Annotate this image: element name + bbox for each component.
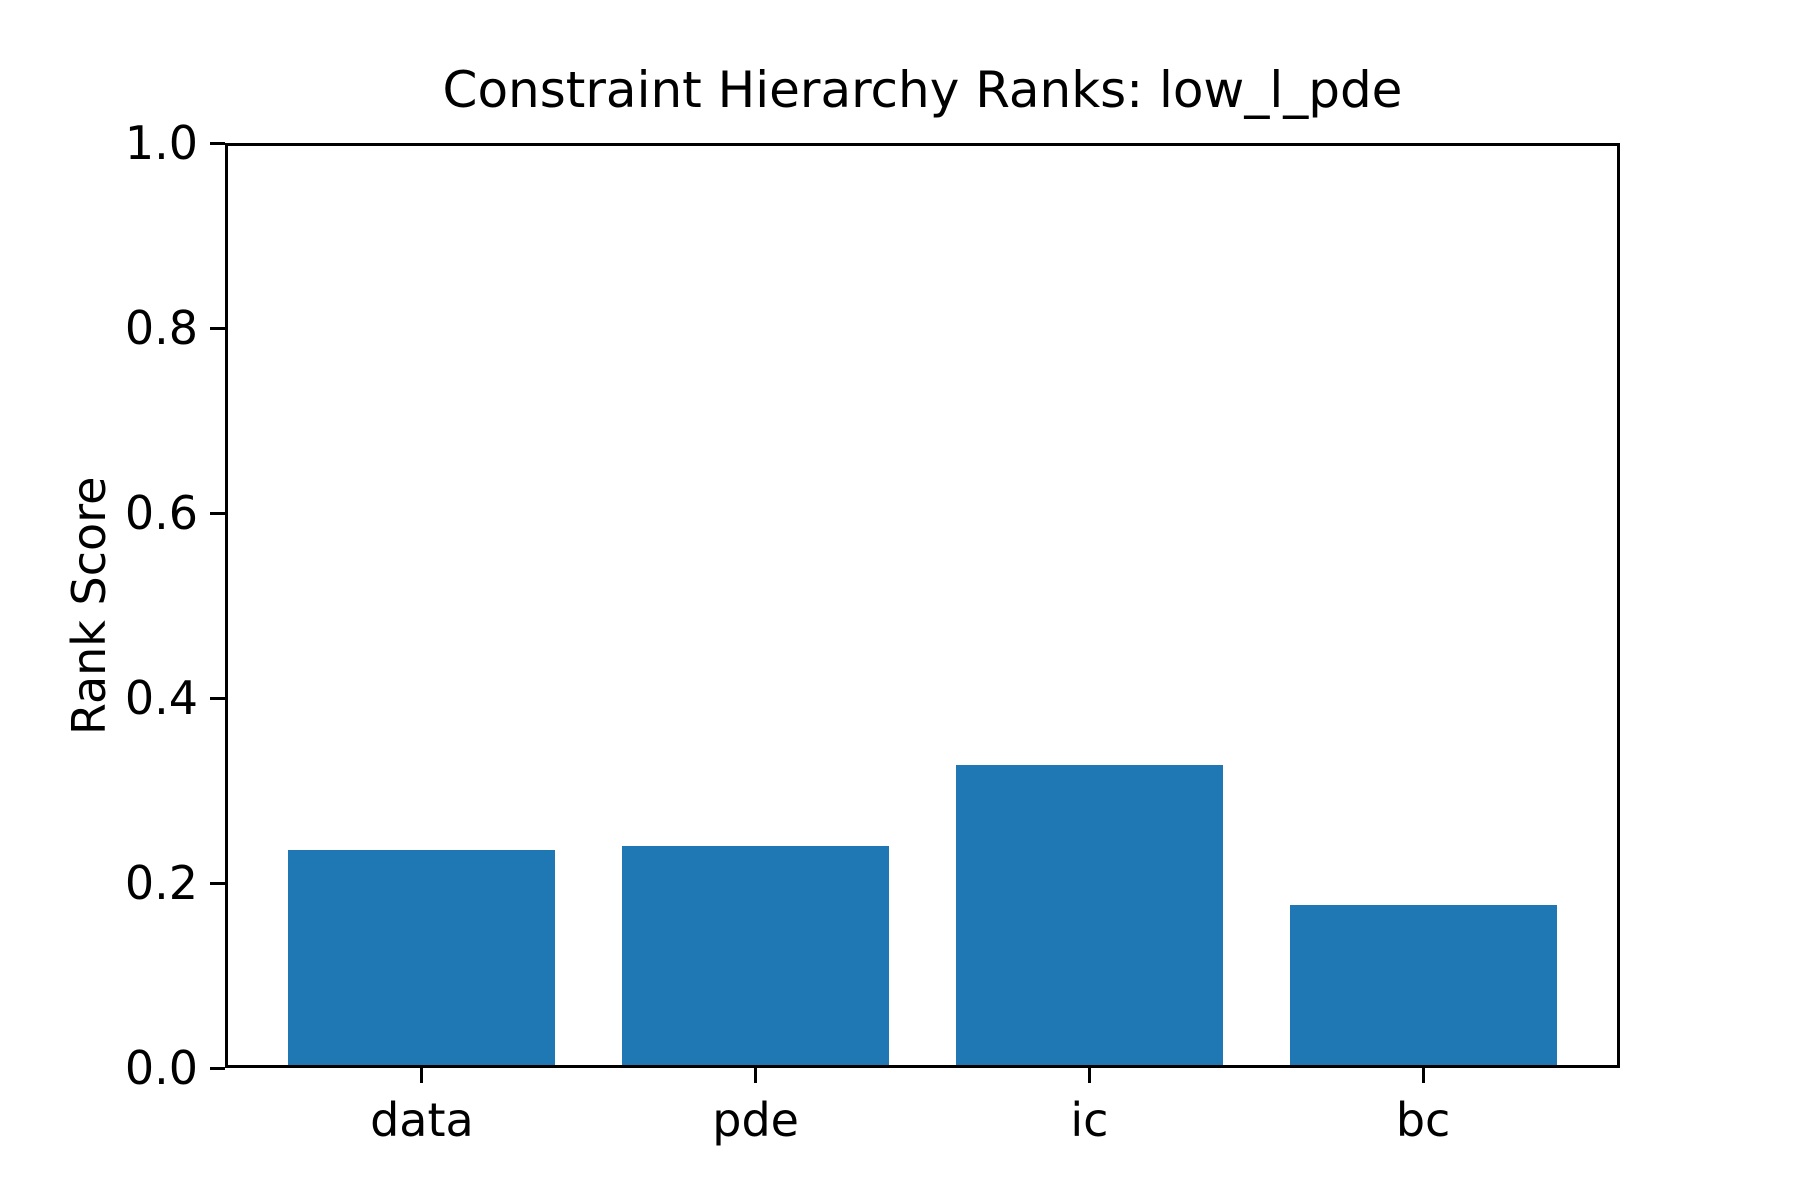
bar-data (288, 849, 556, 1068)
y-tick-label: 0.6 (124, 486, 198, 540)
y-tick-label: 0.2 (124, 856, 198, 910)
x-tick-label: pde (712, 1093, 799, 1147)
y-tick-mark (210, 141, 225, 145)
y-tick-label: 1.0 (124, 116, 198, 170)
y-tick-mark (210, 326, 225, 330)
chart-title: Constraint Hierarchy Ranks: low_l_pde (442, 61, 1403, 119)
y-tick-label: 0.8 (124, 301, 198, 355)
y-tick-label: 0.0 (124, 1041, 198, 1095)
bar-ic (955, 764, 1223, 1068)
y-tick-mark (210, 696, 225, 700)
bar-pde (622, 846, 890, 1068)
x-tick-label: data (370, 1093, 474, 1147)
bar-bc (1289, 905, 1557, 1068)
y-tick-mark (210, 511, 225, 515)
y-axis-label: Rank Score (62, 476, 116, 735)
x-tick-mark (754, 1068, 758, 1083)
plot-area (225, 143, 1620, 1068)
x-tick-mark (1421, 1068, 1425, 1083)
y-tick-mark (210, 881, 225, 885)
x-tick-label: bc (1395, 1093, 1451, 1147)
y-tick-label: 0.4 (124, 671, 198, 725)
x-tick-mark (420, 1068, 424, 1083)
x-tick-label: ic (1070, 1093, 1109, 1147)
y-tick-mark (210, 1066, 225, 1070)
x-tick-mark (1087, 1068, 1091, 1083)
